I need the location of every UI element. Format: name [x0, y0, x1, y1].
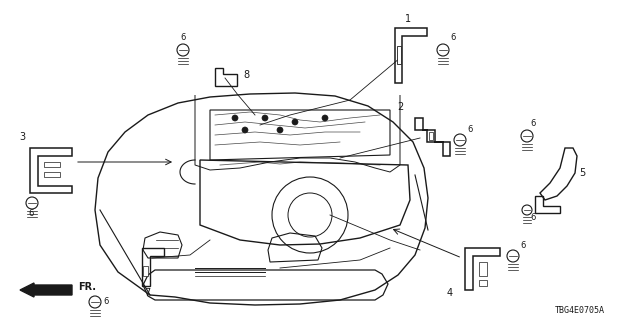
Circle shape	[322, 115, 328, 121]
Text: 6: 6	[450, 33, 456, 42]
Text: 1: 1	[405, 14, 411, 24]
Text: 7: 7	[144, 288, 150, 298]
Text: 6: 6	[530, 119, 536, 128]
Text: 2: 2	[397, 102, 403, 112]
Text: 8: 8	[243, 70, 249, 80]
Bar	[429, 132, 433, 140]
Bar	[479, 262, 487, 276]
Text: FR.: FR.	[78, 282, 96, 292]
Text: 3: 3	[19, 132, 25, 142]
Circle shape	[232, 115, 238, 121]
Circle shape	[277, 127, 283, 133]
Bar	[479, 280, 487, 286]
Text: 6: 6	[180, 33, 186, 42]
Text: 4: 4	[447, 288, 453, 298]
Bar	[44, 162, 60, 167]
Circle shape	[292, 119, 298, 125]
Text: TBG4E0705A: TBG4E0705A	[555, 306, 605, 315]
Bar	[143, 266, 148, 276]
Text: 6: 6	[530, 213, 536, 222]
Bar	[397, 46, 401, 64]
Bar	[44, 172, 60, 177]
Circle shape	[242, 127, 248, 133]
Circle shape	[262, 115, 268, 121]
Text: 6: 6	[103, 298, 108, 307]
Text: 6: 6	[520, 241, 525, 250]
FancyArrow shape	[20, 283, 72, 297]
Text: 6: 6	[28, 209, 33, 218]
Text: 6: 6	[467, 125, 472, 134]
Text: 5: 5	[579, 168, 585, 178]
